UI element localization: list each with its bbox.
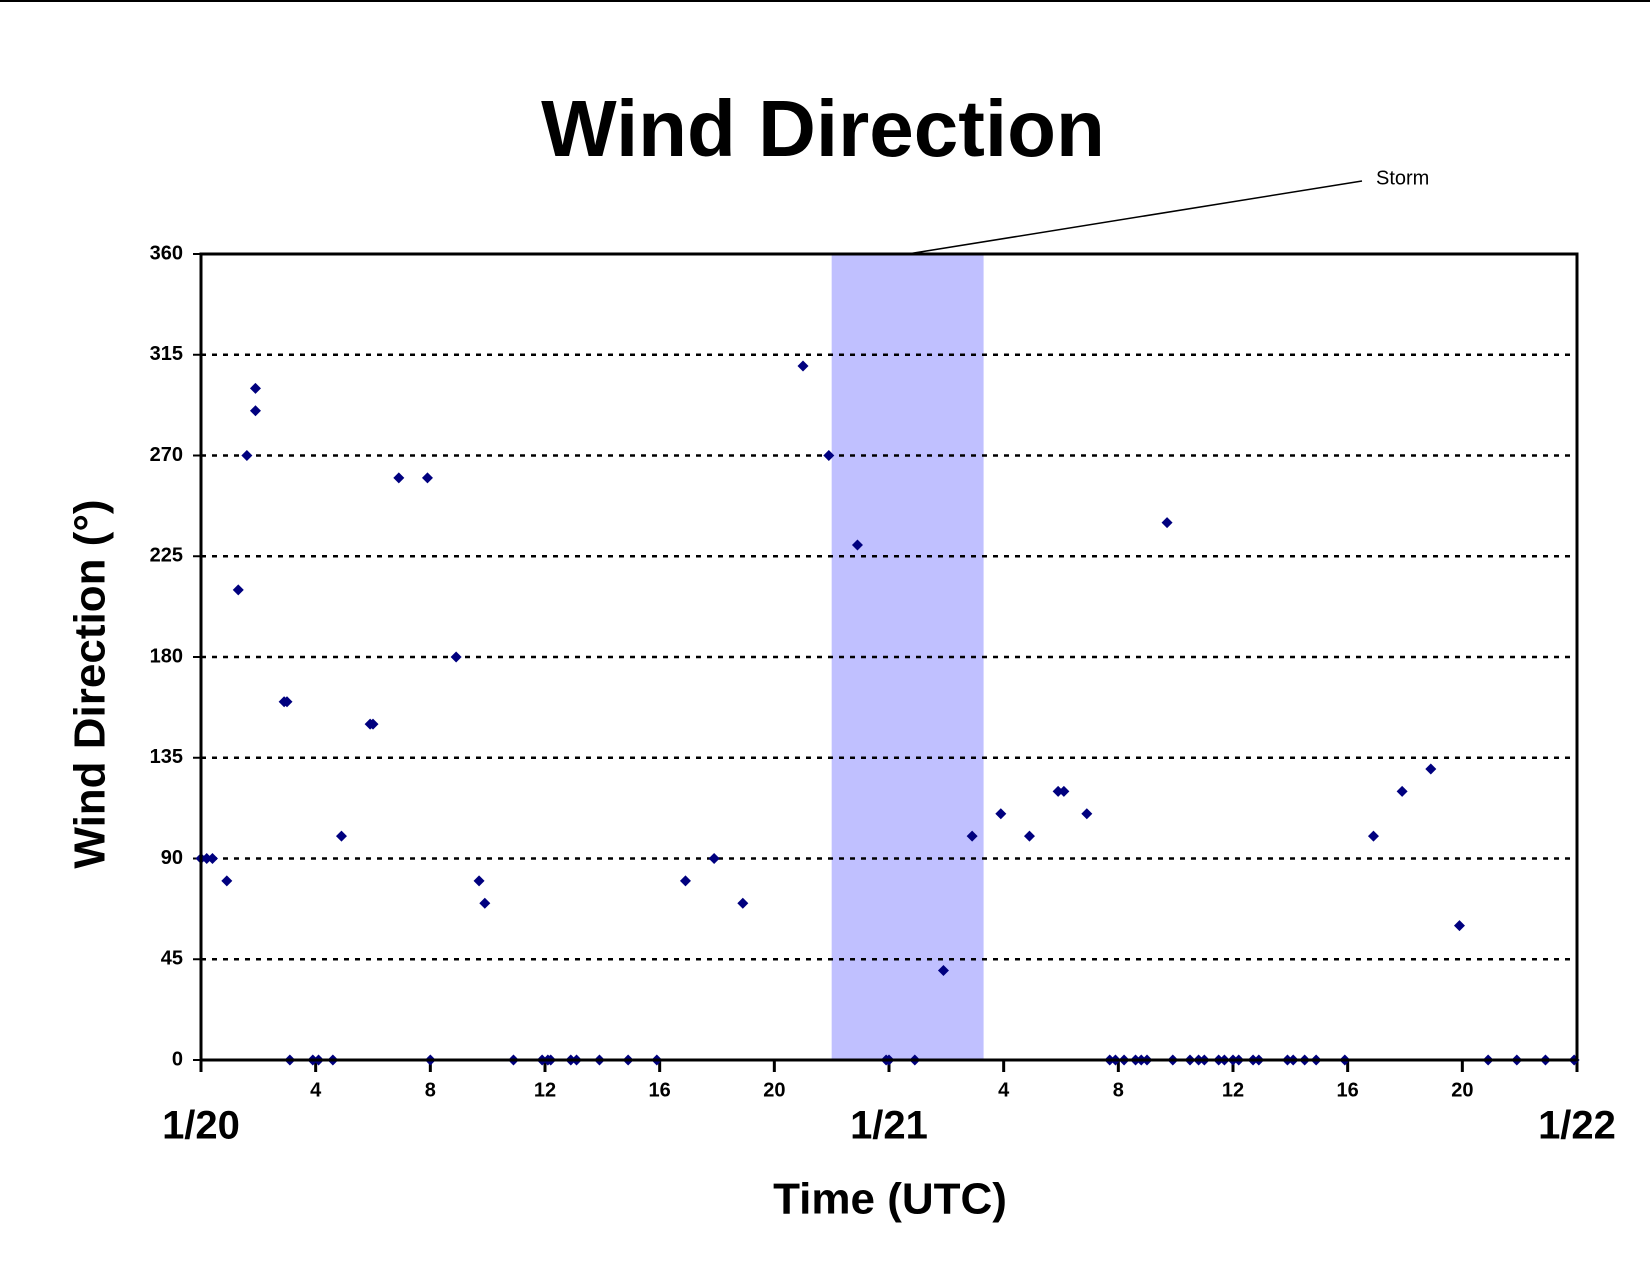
y-tick-label: 360 — [150, 242, 183, 264]
annotation-text: Storm — [1376, 167, 1429, 189]
x-tick-label: 20 — [1451, 1079, 1473, 1101]
data-point — [393, 472, 405, 484]
x-tick-label: 16 — [649, 1079, 671, 1101]
data-point — [1052, 785, 1064, 797]
data-point — [367, 718, 379, 730]
x-tick-label: 16 — [1337, 1079, 1359, 1101]
data-point — [232, 584, 244, 596]
data-point — [966, 830, 978, 842]
y-tick-label: 0 — [172, 1048, 183, 1070]
data-point — [281, 696, 293, 708]
x-tick-label: 8 — [1113, 1079, 1124, 1101]
y-tick-label: 180 — [150, 645, 183, 667]
x-tick-label: 4 — [310, 1079, 322, 1101]
y-tick-label: 225 — [150, 545, 183, 567]
data-point — [851, 539, 863, 551]
data-point — [241, 450, 253, 461]
data-point — [421, 472, 433, 484]
x-axis-label: Time (UTC) — [773, 1175, 1007, 1224]
data-point — [206, 853, 218, 864]
data-point — [679, 875, 691, 887]
x-tick-label: 12 — [534, 1079, 556, 1101]
chart-title: Wind Direction — [541, 84, 1105, 173]
data-point — [937, 964, 949, 976]
data-point — [1396, 785, 1408, 797]
data-point — [708, 853, 720, 864]
y-tick-label: 45 — [161, 948, 183, 970]
x-tick-label: 20 — [763, 1079, 785, 1101]
data-point — [1367, 830, 1379, 842]
x-tick-label: 4 — [998, 1079, 1010, 1101]
data-point — [479, 897, 491, 909]
data-point — [1453, 920, 1465, 932]
x-date-label: 1/20 — [162, 1104, 240, 1148]
x-date-label: 1/22 — [1538, 1104, 1616, 1148]
data-point — [1023, 830, 1035, 842]
data-point — [473, 875, 485, 887]
data-point — [1058, 785, 1070, 797]
data-point — [1161, 517, 1173, 529]
y-tick-label: 270 — [150, 444, 183, 466]
data-point — [249, 382, 261, 394]
data-point — [797, 360, 809, 372]
y-tick-label: 135 — [150, 746, 183, 768]
data-point — [995, 808, 1007, 820]
data-point — [249, 405, 261, 417]
data-point — [221, 875, 233, 887]
data-point — [335, 830, 347, 842]
data-point — [823, 450, 835, 461]
plot-frame — [199, 252, 1579, 1062]
y-tick-label: 90 — [161, 847, 183, 869]
data-point — [201, 853, 213, 864]
x-date-label: 1/21 — [850, 1104, 928, 1148]
data-point — [450, 651, 462, 663]
data-point — [737, 897, 749, 909]
data-point — [1081, 808, 1093, 820]
x-tick-label: 8 — [425, 1079, 436, 1101]
y-axis-label: Wind Direction (°) — [66, 499, 115, 868]
data-point — [1425, 763, 1437, 775]
y-tick-label: 315 — [150, 343, 183, 365]
x-tick-label: 12 — [1222, 1079, 1244, 1101]
annotation-leader — [907, 180, 1363, 255]
